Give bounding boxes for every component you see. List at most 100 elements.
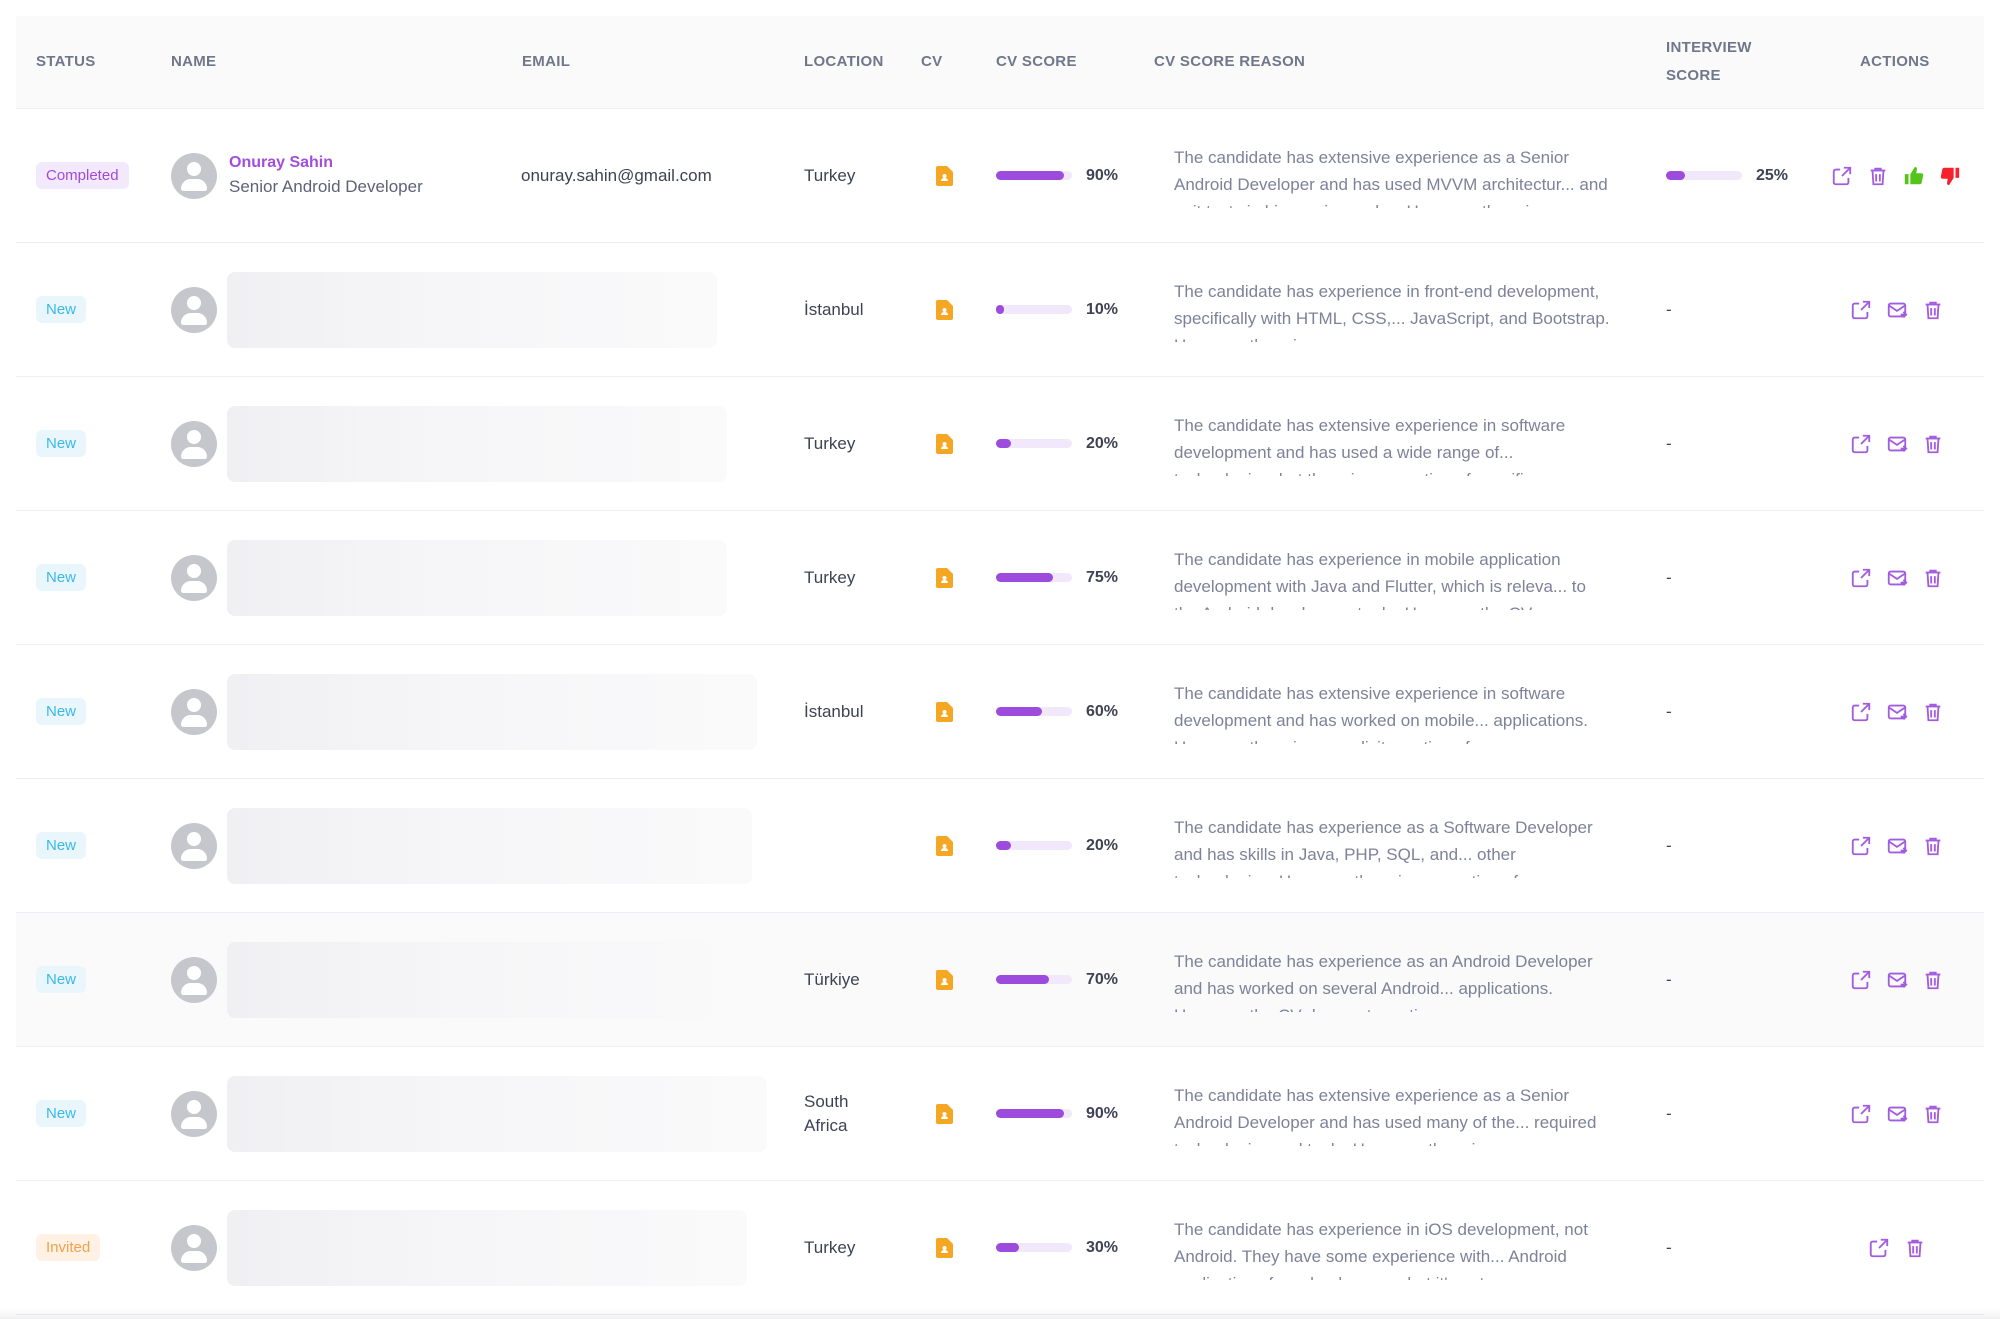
cv-score-reason: The candidate has extensive experience i…	[1174, 683, 1588, 744]
invite-mail-icon[interactable]	[1886, 433, 1908, 455]
cv-score-bar	[996, 573, 1072, 582]
delete-icon[interactable]	[1922, 567, 1944, 589]
invite-mail-icon[interactable]	[1886, 1103, 1908, 1125]
table-row[interactable]: New Türkiye 70% The candidate has experi…	[16, 913, 1984, 1047]
header-cv-score-reason[interactable]: CV SCORE REASON	[1154, 53, 1306, 70]
file-icon[interactable]	[936, 165, 953, 186]
table-row[interactable]: New Turkey 75% The candidate has experie…	[16, 511, 1984, 645]
table-row[interactable]: New İstanbul 10% The candidate has exper…	[16, 243, 1984, 377]
invite-mail-icon[interactable]	[1886, 299, 1908, 321]
delete-icon[interactable]	[1904, 1237, 1926, 1259]
name-cell	[171, 913, 762, 1046]
delete-icon[interactable]	[1922, 299, 1944, 321]
delete-icon[interactable]	[1922, 835, 1944, 857]
open-icon[interactable]	[1868, 1237, 1890, 1259]
cv-score-reason: The candidate has experience in mobile a…	[1174, 549, 1586, 610]
invite-mail-icon[interactable]	[1886, 835, 1908, 857]
email-cell: onuray.sahin@gmail.com	[521, 165, 712, 185]
status-cell: Completed	[36, 109, 129, 242]
file-icon[interactable]	[936, 969, 953, 990]
name-cell	[171, 243, 717, 376]
file-icon[interactable]	[936, 1237, 953, 1258]
interview-score-value: 25%	[1756, 166, 1789, 184]
open-icon[interactable]	[1850, 433, 1872, 455]
cv-score-reason-cell: The candidate has experience as an Andro…	[1174, 913, 1614, 1046]
open-icon[interactable]	[1850, 969, 1872, 991]
status-badge: New	[36, 966, 87, 993]
candidate-name-link[interactable]: Onuray Sahin	[229, 153, 334, 171]
cv-score-cell: 70%	[996, 913, 1118, 1046]
header-interview-score-line1: INTERVIEW	[1666, 39, 1752, 56]
cv-score-reason-cell: The candidate has extensive experience i…	[1174, 645, 1614, 778]
invite-mail-icon[interactable]	[1886, 567, 1908, 589]
table-row[interactable]: New South Africa 90% The candidate has e…	[16, 1047, 1984, 1181]
header-email[interactable]: EMAIL	[522, 53, 571, 70]
delete-icon[interactable]	[1867, 165, 1889, 187]
cv-score-bar	[996, 171, 1072, 180]
open-icon[interactable]	[1850, 701, 1872, 723]
cv-score-reason: The candidate has extensive experience a…	[1174, 147, 1608, 208]
table-row[interactable]: New İstanbul 60% The candidate has exten…	[16, 645, 1984, 779]
cv-score-fill	[996, 1109, 1065, 1118]
cv-cell[interactable]	[936, 1181, 953, 1314]
actions-cell	[1831, 109, 1961, 242]
table-row[interactable]: New Turkey 20% The candidate has extensi…	[16, 377, 1984, 511]
file-icon[interactable]	[936, 835, 953, 856]
avatar	[171, 1224, 217, 1271]
cv-score-value: 90%	[1086, 166, 1119, 184]
file-icon[interactable]	[936, 299, 953, 320]
status-cell: New	[36, 377, 87, 510]
open-icon[interactable]	[1850, 835, 1872, 857]
open-icon[interactable]	[1850, 299, 1872, 321]
table-row[interactable]: Completed Onuray Sahin Senior Android De…	[16, 109, 1984, 243]
header-interview-score[interactable]: INTERVIEW SCORE	[1666, 16, 1752, 108]
table-row[interactable]: New 20% The candidate has experience as …	[16, 779, 1984, 913]
location-cell	[804, 779, 884, 912]
cv-cell[interactable]	[936, 645, 953, 778]
file-icon[interactable]	[936, 433, 953, 454]
name-cell	[171, 511, 727, 644]
cv-cell[interactable]	[936, 377, 953, 510]
delete-icon[interactable]	[1922, 969, 1944, 991]
header-location[interactable]: LOCATION	[804, 53, 884, 70]
delete-icon[interactable]	[1922, 433, 1944, 455]
cv-score-value: 90%	[1086, 1104, 1119, 1122]
cv-score-reason-cell: The candidate has experience as a Softwa…	[1174, 779, 1614, 912]
invite-mail-icon[interactable]	[1886, 701, 1908, 723]
status-badge: New	[36, 698, 87, 725]
invite-mail-icon[interactable]	[1886, 969, 1908, 991]
cv-cell[interactable]	[936, 779, 953, 912]
cv-cell[interactable]	[936, 109, 953, 242]
open-icon[interactable]	[1850, 1103, 1872, 1125]
actions-group	[1850, 299, 1944, 321]
thumbs-up-icon[interactable]	[1903, 165, 1925, 187]
file-icon[interactable]	[936, 1103, 953, 1124]
cv-score-value: 10%	[1086, 300, 1119, 318]
open-icon[interactable]	[1850, 567, 1872, 589]
avatar	[171, 420, 217, 467]
file-icon[interactable]	[936, 701, 953, 722]
header-status[interactable]: STATUS	[36, 53, 96, 70]
cv-score-reason-cell: The candidate has experience in iOS deve…	[1174, 1181, 1614, 1314]
header-cv[interactable]: CV	[921, 53, 943, 70]
cv-cell[interactable]	[936, 1047, 953, 1180]
thumbs-down-icon[interactable]	[1939, 165, 1961, 187]
avatar	[171, 956, 217, 1003]
open-icon[interactable]	[1831, 165, 1853, 187]
interview-score-cell: -	[1666, 1047, 1672, 1180]
delete-icon[interactable]	[1922, 701, 1944, 723]
header-name[interactable]: NAME	[171, 53, 217, 70]
delete-icon[interactable]	[1922, 1103, 1944, 1125]
actions-cell	[1850, 779, 1944, 912]
table-body: Completed Onuray Sahin Senior Android De…	[16, 109, 1984, 1315]
cv-score-cell: 90%	[996, 109, 1118, 242]
table-row[interactable]: Invited Turkey 30% The candidate has exp…	[16, 1181, 1984, 1315]
cv-cell[interactable]	[936, 511, 953, 644]
file-icon[interactable]	[936, 567, 953, 588]
interview-score-value: -	[1666, 299, 1672, 319]
cv-score-reason-cell: The candidate has extensive experience a…	[1174, 109, 1614, 242]
cv-cell[interactable]	[936, 243, 953, 376]
cv-cell[interactable]	[936, 913, 953, 1046]
header-cv-score[interactable]: CV SCORE	[996, 53, 1077, 70]
cv-score-value: 75%	[1086, 568, 1119, 586]
